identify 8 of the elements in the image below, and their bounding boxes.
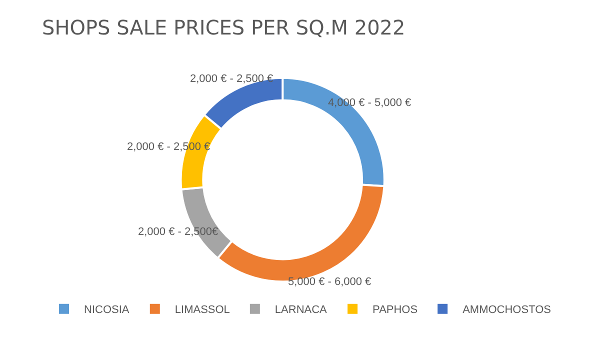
legend-label: LIMASSOL bbox=[174, 304, 230, 316]
legend-label: AMMOCHOSTOS bbox=[462, 304, 551, 316]
legend-label: NICOSIA bbox=[84, 304, 130, 316]
chart-title: SHOPS SALE PRICES PER SQ.M 2022 bbox=[42, 15, 406, 40]
legend-label: LARNACA bbox=[274, 304, 328, 316]
legend-label: PAPHOS bbox=[372, 304, 418, 316]
text: 5,000 € - 6,000 € bbox=[288, 276, 372, 288]
text: 2,000 € - 2,500 € bbox=[127, 141, 210, 153]
